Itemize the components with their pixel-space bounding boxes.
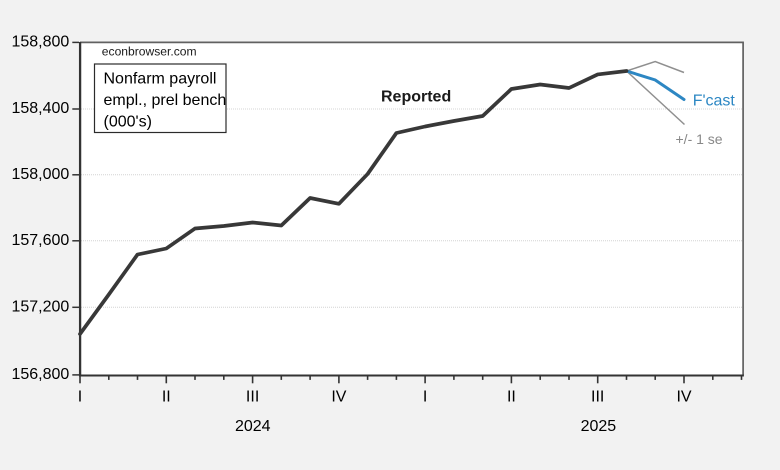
svg-text:Nonfarm payroll: Nonfarm payroll — [104, 71, 217, 88]
svg-text:158,800: 158,800 — [11, 33, 69, 50]
svg-text:empl., prel bench: empl., prel bench — [104, 92, 227, 109]
svg-text:I: I — [78, 388, 82, 405]
svg-text:III: III — [246, 388, 259, 405]
svg-text:IV: IV — [331, 388, 346, 405]
svg-text:157,200: 157,200 — [11, 298, 69, 315]
svg-text:158,000: 158,000 — [11, 166, 69, 183]
svg-text:II: II — [507, 388, 516, 405]
svg-text:III: III — [591, 388, 604, 405]
svg-text:156,800: 156,800 — [11, 366, 69, 383]
svg-text:(000's): (000's) — [104, 114, 152, 131]
svg-text:158,400: 158,400 — [11, 100, 69, 117]
svg-text:F'cast: F'cast — [693, 93, 736, 110]
svg-text:Reported: Reported — [381, 89, 451, 106]
svg-text:II: II — [162, 388, 171, 405]
svg-text:2025: 2025 — [581, 418, 617, 435]
svg-text:2024: 2024 — [235, 418, 271, 435]
svg-text:I: I — [423, 388, 427, 405]
svg-text:+/- 1 se: +/- 1 se — [676, 131, 723, 147]
svg-text:IV: IV — [676, 388, 691, 405]
svg-text:157,600: 157,600 — [11, 232, 69, 249]
svg-text:econbrowser.com: econbrowser.com — [102, 45, 197, 59]
